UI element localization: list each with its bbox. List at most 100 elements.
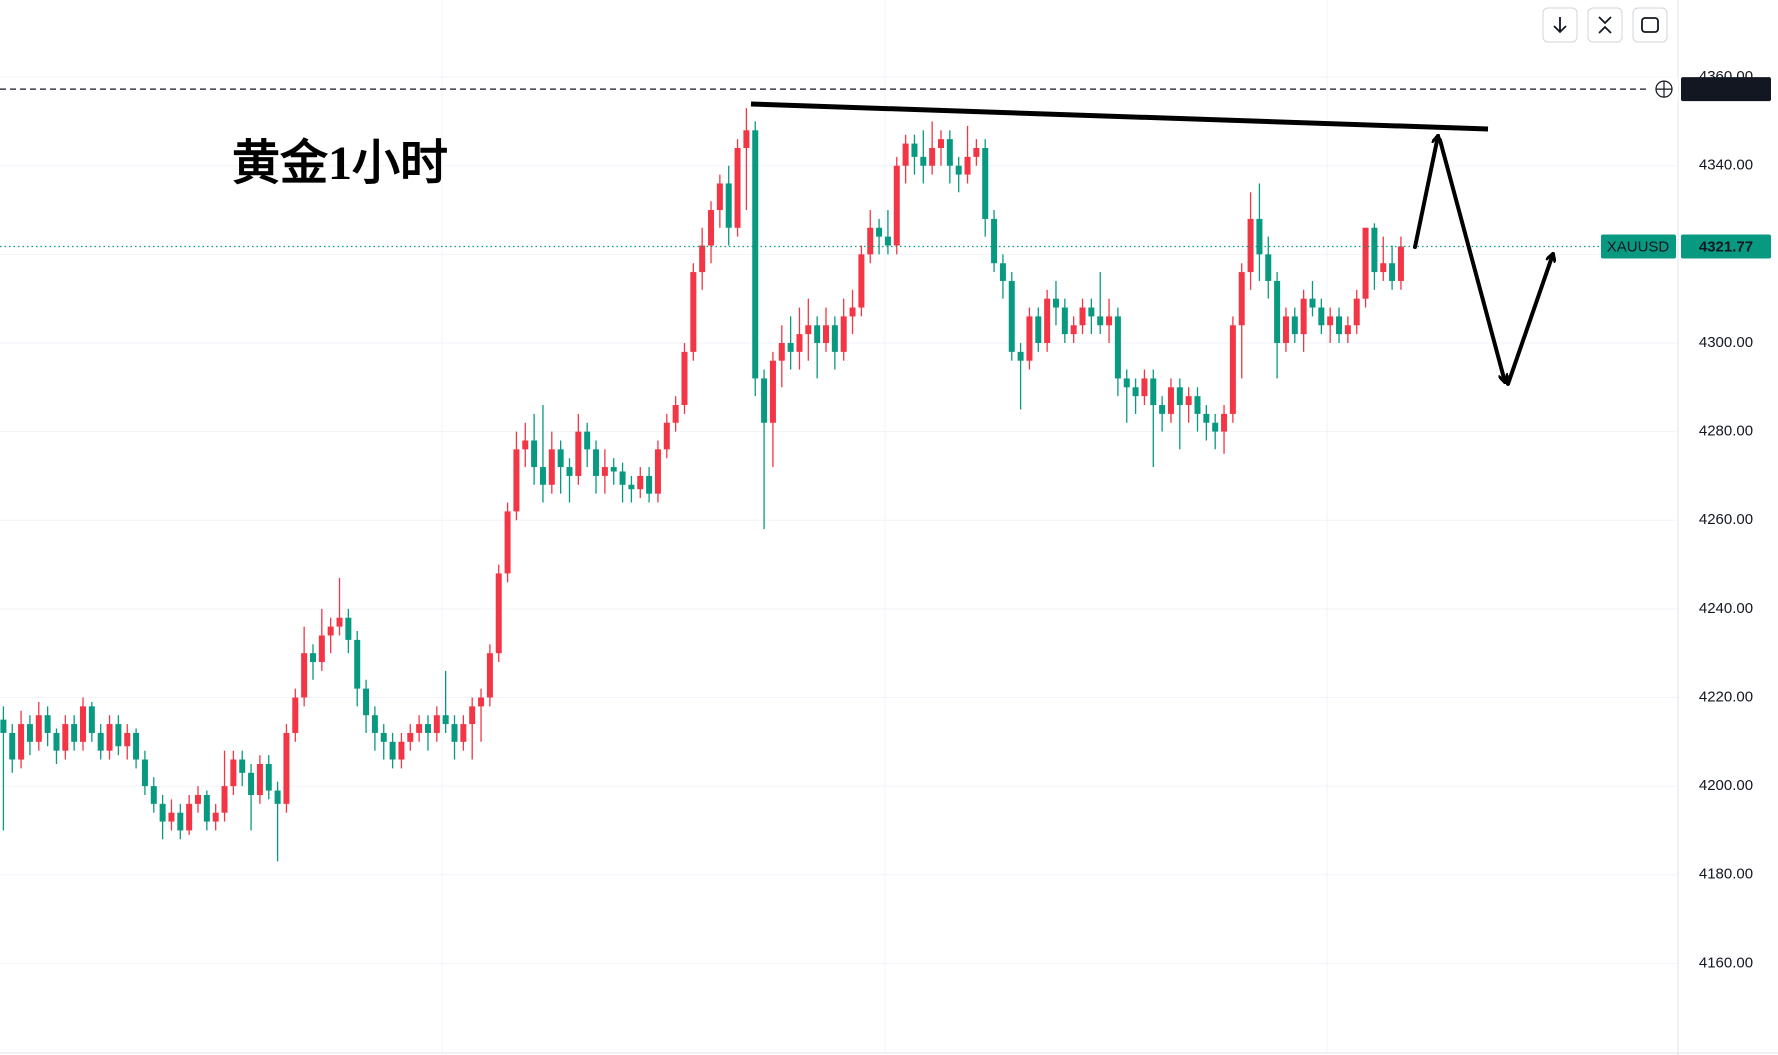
candle-body [1336, 316, 1343, 335]
candle-body [486, 653, 493, 698]
candle-body [929, 148, 936, 166]
candle-body [699, 245, 706, 273]
candle-body [1079, 307, 1086, 326]
candle-body [398, 741, 405, 760]
candle-body [1088, 307, 1095, 317]
candle-body [203, 794, 210, 822]
candle-body [1371, 227, 1378, 273]
candle-body [575, 431, 582, 476]
candle-body [283, 732, 290, 804]
candle-body [796, 334, 803, 352]
candle-body [1221, 413, 1228, 432]
candle-body [1265, 254, 1272, 281]
candle-body [1176, 387, 1183, 406]
candle-body [363, 688, 370, 716]
candle-body [1256, 218, 1263, 255]
candle-body [248, 772, 255, 795]
candle-body [0, 719, 7, 733]
candle-body [230, 759, 237, 787]
candle-body [26, 724, 33, 742]
candle-body [814, 325, 821, 343]
candle-body [681, 351, 688, 406]
price-label-box [1681, 77, 1771, 102]
candle-body [159, 803, 166, 822]
fullscreen-button[interactable] [1632, 7, 1668, 43]
collapse-button[interactable] [1587, 7, 1623, 43]
candle-body [761, 378, 768, 423]
candle-body [1061, 307, 1068, 335]
candle-body [964, 156, 971, 175]
candle-body [1114, 316, 1121, 379]
toolbar [1542, 7, 1668, 43]
scroll-down-button[interactable] [1542, 7, 1578, 43]
candle-body [672, 405, 679, 423]
candle-body [716, 183, 723, 211]
y-tick-label: 4280.00 [1699, 423, 1753, 440]
candle-body [557, 449, 564, 468]
candle-body [734, 148, 741, 228]
candle-body [345, 617, 352, 640]
price-label-box [1681, 234, 1771, 259]
candle-body [495, 573, 502, 654]
crosshair-icon-cross [1656, 81, 1672, 98]
candle-body [1203, 413, 1210, 423]
candle-body [292, 697, 299, 733]
candle-body [1017, 351, 1024, 361]
candle-body [531, 440, 538, 468]
candle-body [9, 732, 16, 760]
candle-body [97, 732, 104, 751]
candle-body [1026, 316, 1033, 361]
y-tick-label: 4260.00 [1699, 511, 1753, 528]
candle-body [902, 143, 909, 166]
candle-body [858, 254, 865, 308]
candle-body [610, 467, 617, 472]
candle-body [327, 626, 334, 636]
candle-body [876, 227, 883, 237]
candle-body [1274, 280, 1281, 343]
y-tick-label: 4300.00 [1699, 334, 1753, 351]
candle-body [867, 227, 874, 255]
candle-body [601, 467, 608, 476]
candle-body [309, 653, 316, 663]
candle-body [124, 732, 131, 747]
candle-body [35, 715, 42, 742]
price-label: 4357.29 [1699, 81, 1753, 98]
candle-body [911, 143, 918, 157]
candle-body [53, 732, 60, 751]
candle-body [690, 272, 697, 352]
candle-body [566, 467, 573, 476]
candle-body [1229, 325, 1236, 414]
candle-body [973, 148, 980, 157]
candle-body [1238, 272, 1245, 326]
y-tick-label: 4200.00 [1699, 777, 1753, 794]
candle-body [805, 325, 812, 335]
candle-body [71, 724, 78, 742]
candle-body [407, 732, 414, 742]
candle-body [513, 449, 520, 512]
candle-body [955, 165, 962, 175]
y-tick-label: 4160.00 [1699, 954, 1753, 971]
candle-body [274, 790, 281, 804]
candle-body [637, 475, 644, 490]
candle-body [265, 763, 272, 791]
candle-body [831, 325, 838, 352]
candle-body [1282, 316, 1289, 343]
candle-body [1291, 316, 1298, 335]
candle-body [920, 156, 927, 166]
price-label: 4321.77 [1699, 238, 1753, 255]
candle-body [18, 724, 25, 760]
candle-body [743, 130, 750, 149]
candle-body [1106, 316, 1113, 326]
candle-body [778, 342, 785, 361]
candle-body [999, 263, 1006, 281]
candle-body [769, 360, 776, 423]
candle-body [221, 786, 228, 813]
candle-body [301, 653, 308, 698]
y-tick-label: 4220.00 [1699, 688, 1753, 705]
candle-body [504, 511, 511, 574]
candle-body [168, 812, 175, 822]
candle-body [1035, 316, 1042, 343]
candle-body [1194, 396, 1201, 414]
candle-body [1397, 246, 1404, 281]
